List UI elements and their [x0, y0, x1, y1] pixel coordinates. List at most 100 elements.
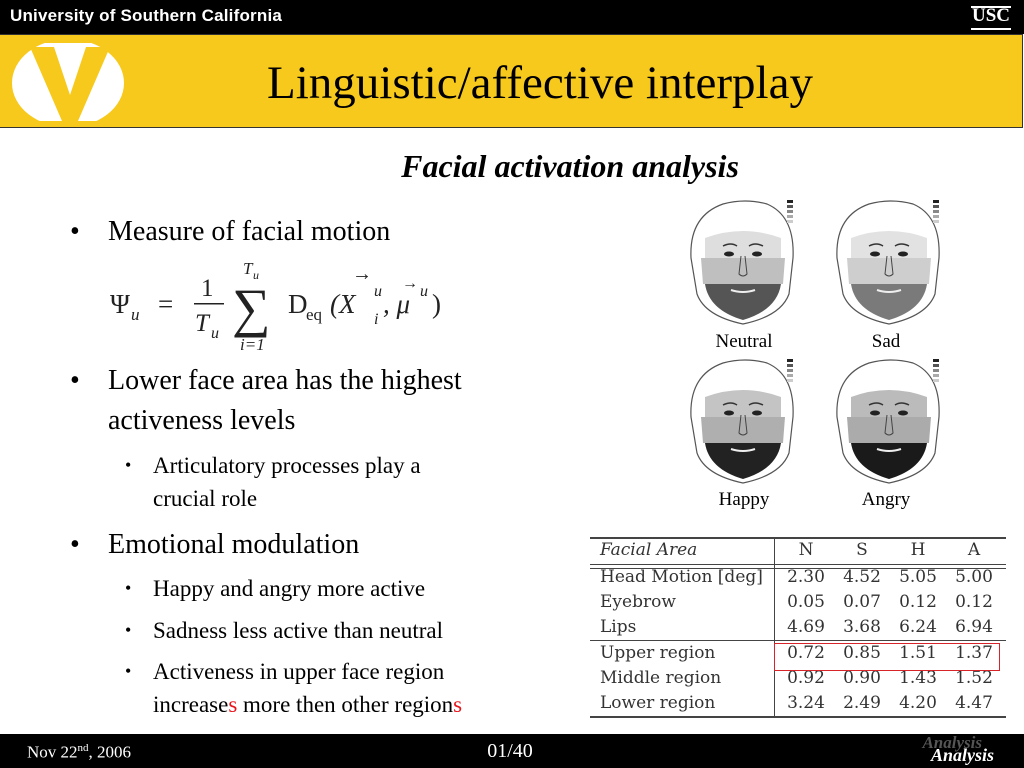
- bullet-dot: •: [125, 661, 132, 681]
- bullet-dot: •: [70, 529, 80, 560]
- formula-args: (X: [330, 289, 357, 319]
- formula-close: ): [432, 289, 441, 319]
- formula-func-sub: eq: [306, 305, 323, 324]
- bullet-text: activeness levels: [108, 405, 296, 436]
- formula-arg1-sup: u: [374, 283, 382, 300]
- table-cell: 1.43: [899, 668, 937, 688]
- title-band: Linguistic/affective interplay: [0, 34, 1023, 128]
- bullet-dot: •: [125, 620, 132, 640]
- bullet-text: Sadness less active than neutral: [153, 618, 443, 643]
- table-row-label: Lower region: [600, 693, 716, 713]
- section-label: Analysis: [930, 745, 994, 765]
- table-header-col: A: [967, 540, 981, 560]
- table-cell: 0.12: [899, 592, 937, 612]
- bullet-dot: •: [125, 455, 132, 475]
- formula-vec-arrow-2: →: [402, 275, 418, 292]
- footer-bar: Nov 22nd, 2006 01/40 Analysis Analysis: [0, 733, 1024, 768]
- bullet-text: increases more then other regions: [153, 688, 462, 721]
- face-graphic: [836, 359, 940, 484]
- table-cell: 5.00: [955, 567, 993, 587]
- top-banner: University of Southern California USC: [0, 0, 1024, 34]
- table-cell: 0.72: [787, 643, 825, 663]
- formula-comma: , μ: [383, 289, 410, 319]
- face-angry: [829, 357, 949, 487]
- formula-numerator: 1: [201, 275, 214, 302]
- formula-lhs: Ψ: [110, 289, 130, 319]
- highlight-s: s: [228, 692, 238, 717]
- facial-area-table: Facial Area N S H A Head Motion [deg] 2.30 4.52…: [590, 537, 1006, 718]
- slide-title: Linguistic/affective interplay: [267, 57, 813, 109]
- bullet-dot: •: [125, 578, 132, 598]
- formula-sum-top-sub: u: [253, 268, 259, 282]
- table-cell: 0.90: [843, 668, 881, 688]
- face-sad: [829, 198, 949, 328]
- formula-lhs-sub: u: [131, 305, 140, 324]
- face-label: Neutral: [715, 331, 773, 352]
- bullet-text: Articulatory processes play a: [153, 453, 421, 478]
- table-cell: 4.20: [899, 693, 937, 713]
- psi-formula: Ψ u = 1 T u T u ∑ i=1 D eq (X → u i , μ …: [110, 259, 441, 353]
- highlight-s: s: [453, 692, 463, 717]
- face-happy: [683, 357, 803, 487]
- face-graphic: [836, 200, 940, 325]
- table-row-label: Upper region: [600, 643, 716, 663]
- bullet-text: Happy and angry more active: [153, 576, 426, 601]
- table-header-col: N: [798, 540, 814, 560]
- table-header-col: H: [910, 540, 926, 560]
- formula-arg1-sub: i: [374, 311, 378, 328]
- bullet-text-part: more then other region: [237, 692, 454, 717]
- usc-logo: USC: [968, 4, 1014, 30]
- formula-sigma: ∑: [232, 278, 271, 338]
- formula-arg2-sup: u: [420, 283, 428, 300]
- table-cell: 1.51: [899, 643, 937, 663]
- bullet-dot: •: [70, 365, 80, 396]
- bullet-text: Emotional modulation: [108, 529, 360, 560]
- usc-logo-text: USC: [971, 5, 1010, 26]
- face-label: Angry: [861, 489, 911, 510]
- face-neutral: [683, 198, 803, 328]
- table-cell: 4.47: [955, 693, 993, 713]
- formula-denominator: T: [195, 310, 211, 337]
- formula-sum-top: T: [243, 259, 254, 278]
- table-cell: 2.49: [843, 693, 881, 713]
- table-cell: 3.68: [843, 617, 881, 637]
- usc-v-logo-icon: [12, 43, 124, 121]
- page-number: 01/40: [487, 740, 533, 762]
- table-cell: 0.92: [787, 668, 825, 688]
- bullet-text: Lower face area has the highest: [108, 365, 462, 396]
- bullet-text: Measure of facial motion: [108, 216, 391, 247]
- table-cell: 1.37: [955, 643, 993, 663]
- face-label: Happy: [718, 489, 770, 510]
- table-cell: 1.52: [955, 668, 993, 688]
- slide-subtitle: Facial activation analysis: [401, 148, 739, 184]
- table-cell: 5.05: [899, 567, 937, 587]
- formula-vec-arrow: →: [352, 263, 372, 285]
- bullet-dot: •: [70, 216, 80, 247]
- table-cell: 6.24: [899, 617, 937, 637]
- formula-sum-bottom: i=1: [240, 335, 265, 353]
- formula-equals: =: [158, 289, 173, 319]
- table-row-label: Lips: [600, 617, 637, 637]
- footer-date: Nov 22nd, 2006: [27, 742, 132, 762]
- formula-func: D: [288, 289, 308, 319]
- table-cell: 0.85: [843, 643, 881, 663]
- university-name: University of Southern California: [10, 6, 283, 25]
- table-cell: 6.94: [955, 617, 993, 637]
- bullet-text: Activeness in upper face region: [153, 659, 445, 684]
- table-cell: 4.69: [787, 617, 825, 637]
- bullet-text: crucial role: [153, 486, 258, 511]
- table-cell: 2.30: [787, 567, 825, 587]
- formula-denominator-sub: u: [211, 325, 219, 342]
- table-row-label: Head Motion [deg]: [600, 567, 763, 587]
- table-row-label: Eyebrow: [600, 592, 676, 612]
- face-graphic: [690, 359, 794, 484]
- table-cell: 0.07: [843, 592, 881, 612]
- table-cell: 0.12: [955, 592, 993, 612]
- table-cell: 3.24: [787, 693, 825, 713]
- face-graphic: [690, 200, 794, 325]
- table-header-col: S: [856, 540, 868, 560]
- table-row-label: Middle region: [600, 668, 722, 688]
- table-cell: 4.52: [843, 567, 881, 587]
- table-header-facial-area: Facial Area: [600, 540, 698, 560]
- bullet-text-part: increase: [153, 692, 229, 717]
